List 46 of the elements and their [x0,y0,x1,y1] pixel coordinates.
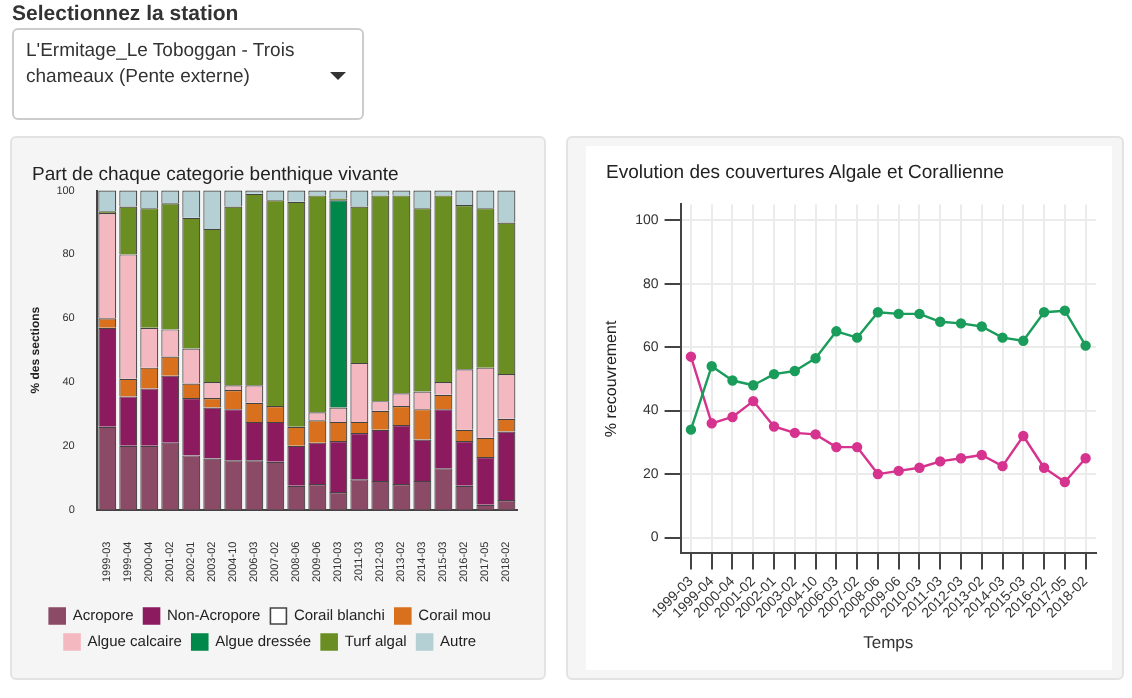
point [727,411,738,423]
point [935,316,946,327]
point [1080,340,1091,351]
point [1018,335,1029,347]
point [685,424,697,435]
point [997,332,1008,343]
point [768,421,780,432]
point [727,375,738,386]
point [997,460,1008,472]
point [893,465,904,477]
y-axis-title: % recouvrement [602,319,621,438]
point [914,308,925,320]
text: Selectionnez la station [12,2,239,26]
point [935,456,946,467]
point [851,441,863,453]
point [851,332,863,343]
point [1080,453,1091,464]
point [1018,430,1029,442]
chart-title: Part de chaque categorie benthique vivante [32,164,399,186]
point [810,429,821,440]
point [706,418,717,429]
point [955,318,967,329]
point [1038,462,1050,473]
point [872,307,884,318]
text: L'Ermitage_Le Toboggan - Trois chameaux (Pente externe) [26,40,295,88]
point [976,321,987,332]
point [748,395,759,407]
point [1059,476,1071,488]
point [955,453,967,464]
point [1038,307,1050,318]
point [810,353,821,364]
point [831,441,842,453]
point [789,427,801,439]
point [872,468,884,480]
point [748,380,759,391]
point [789,365,801,377]
point [1059,305,1071,316]
point [914,462,925,473]
x-axis-title: Temps [863,632,914,653]
point [706,361,717,372]
point [893,308,904,320]
point [768,368,780,380]
point [831,326,842,337]
point [685,351,697,362]
point [976,449,987,461]
chart-title: Evolution des couvertures Algale et Corallienne [606,162,1005,184]
